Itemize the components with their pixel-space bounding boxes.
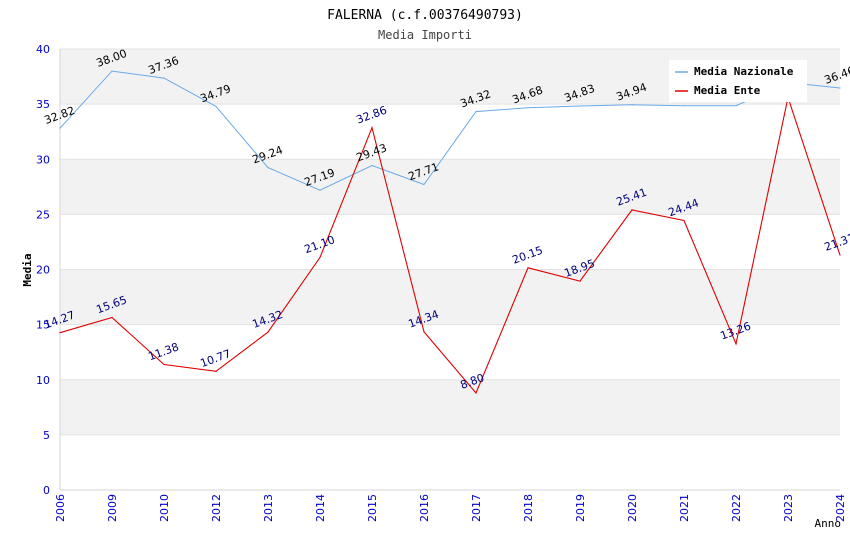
y-tick-label: 30 xyxy=(36,153,50,166)
data-point xyxy=(579,280,581,282)
grid-band xyxy=(60,379,840,435)
x-tick-label: 2014 xyxy=(314,494,327,522)
y-tick-label: 0 xyxy=(43,484,50,497)
data-point xyxy=(215,105,217,108)
series-line-media-ente xyxy=(59,95,841,395)
chart-subtitle: Media Importi xyxy=(378,28,472,42)
data-point xyxy=(683,219,685,222)
data-point xyxy=(371,164,373,167)
x-tick-label: 2016 xyxy=(418,494,431,522)
data-point xyxy=(475,111,477,113)
x-tick-label: 2013 xyxy=(262,494,275,522)
y-tick-label: 15 xyxy=(36,319,50,332)
y-axis-title: Media xyxy=(21,253,34,286)
y-tick-label: 5 xyxy=(43,429,50,442)
data-point xyxy=(319,189,321,191)
x-axis: 2006 2009 2010 2012 2013 2014 2015 2016 2017 2018… xyxy=(54,494,847,522)
grid-band xyxy=(60,214,840,270)
x-tick-label: 2017 xyxy=(470,494,483,522)
data-point xyxy=(163,363,165,366)
y-tick-label: 10 xyxy=(36,374,50,387)
y-tick-label: 25 xyxy=(36,208,50,221)
data-point xyxy=(475,392,477,394)
data-point xyxy=(735,105,737,107)
chart-title: FALERNA (c.f.00376490793) xyxy=(327,8,523,23)
data-point xyxy=(839,87,841,89)
y-tick-label: 20 xyxy=(36,264,50,277)
data-point xyxy=(59,332,61,334)
data-point xyxy=(527,267,529,269)
y-axis: 0 5 10 15 20 25 30 35 40 xyxy=(36,43,50,497)
grid-band xyxy=(60,269,840,325)
data-point xyxy=(267,331,269,333)
data-point xyxy=(423,183,425,186)
legend: Media Nazionale Media Ente xyxy=(669,60,807,102)
x-axis-title: Anno xyxy=(815,517,842,530)
data-point xyxy=(319,256,321,258)
x-tick-label: 2012 xyxy=(210,494,223,522)
x-tick-label: 2018 xyxy=(522,494,535,522)
data-point xyxy=(839,254,841,256)
grid-band xyxy=(60,159,840,215)
x-tick-label: 2015 xyxy=(366,494,379,522)
x-tick-label: 2022 xyxy=(730,494,743,522)
grid-band xyxy=(60,104,840,160)
x-tick-label: 2006 xyxy=(54,494,67,522)
data-point xyxy=(267,167,269,169)
data-point xyxy=(631,209,633,211)
data-point xyxy=(371,127,373,129)
x-tick-label: 2019 xyxy=(574,494,587,522)
data-point xyxy=(631,104,633,106)
x-tick-label: 2024 xyxy=(834,494,847,522)
x-tick-label: 2021 xyxy=(678,494,691,522)
data-point xyxy=(579,105,581,107)
data-point xyxy=(59,127,61,129)
x-tick-label: 2023 xyxy=(782,494,795,522)
data-point xyxy=(163,77,165,79)
grid-band xyxy=(60,324,840,380)
data-point xyxy=(111,316,113,319)
series-lines xyxy=(59,70,841,395)
data-point xyxy=(527,107,529,109)
data-point xyxy=(735,343,737,345)
grid-band xyxy=(60,434,840,490)
legend-label-media-ente: Media Ente xyxy=(694,84,761,97)
data-point xyxy=(683,105,685,107)
x-tick-label: 2020 xyxy=(626,494,639,522)
data-point xyxy=(215,370,217,372)
legend-box xyxy=(669,60,807,102)
x-tick-label: 2010 xyxy=(158,494,171,522)
data-point xyxy=(111,70,113,72)
x-tick-label: 2009 xyxy=(106,494,119,522)
data-point xyxy=(423,331,425,333)
y-tick-label: 35 xyxy=(36,98,50,111)
series-line-media-nazionale xyxy=(59,70,841,191)
y-tick-label: 40 xyxy=(36,43,50,56)
grid-bands xyxy=(59,48,840,491)
legend-label-media-nazionale: Media Nazionale xyxy=(694,65,794,78)
